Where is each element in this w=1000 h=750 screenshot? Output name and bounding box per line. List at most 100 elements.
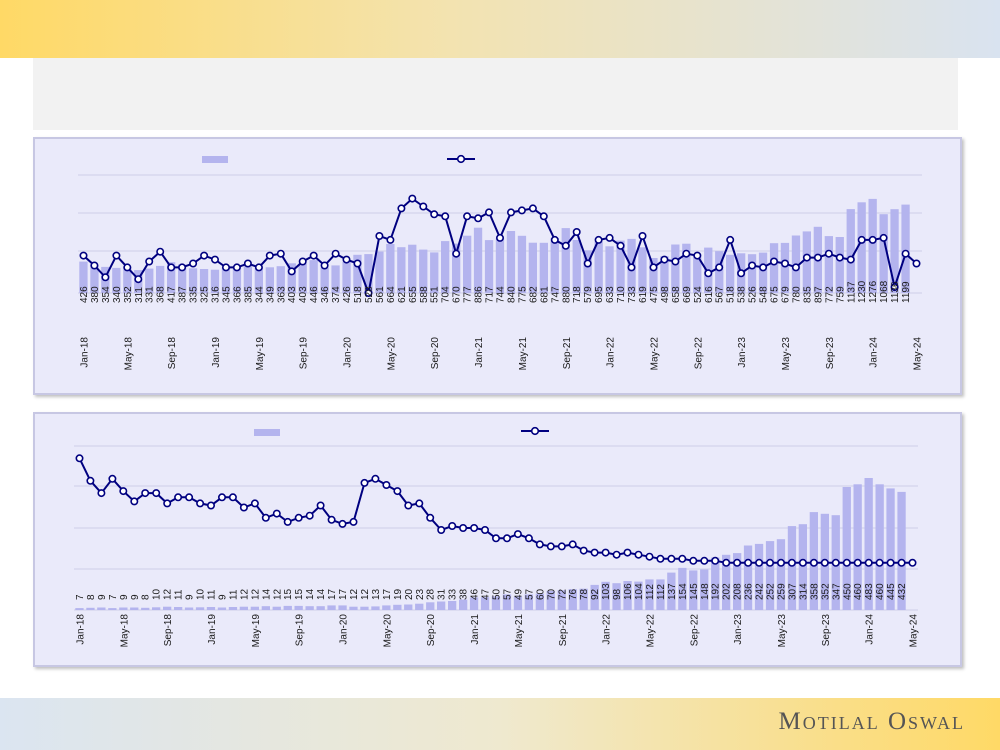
bar-value-label: 70: [546, 588, 557, 600]
bar-Apr-23: [765, 541, 775, 610]
bar-Sep-19: [294, 605, 303, 610]
x-axis-tick-label: Jan-22: [602, 614, 613, 645]
bar-value-label: 98: [612, 588, 623, 600]
bar-Jul-23: [798, 524, 807, 610]
line-point-Oct-23: [831, 558, 840, 567]
bar-Oct-18: [178, 264, 187, 293]
bar-value-label: 579: [583, 286, 594, 303]
line-point-Sep-23: [824, 249, 833, 258]
line-point-Jul-20: [408, 194, 417, 203]
bar-value-label: 335: [189, 286, 200, 303]
x-axis-tick-label: Sep-19: [299, 337, 310, 370]
x-axis-tick-label: Jan-22: [606, 337, 617, 368]
x-axis-tick-label: May-23: [777, 614, 788, 648]
line-point-Jun-22: [660, 255, 669, 264]
bar-Sep-21: [557, 590, 566, 610]
bar-value-label: 588: [419, 286, 430, 303]
x-axis-tick-label: Sep-21: [558, 614, 569, 647]
bar-value-label: 385: [243, 286, 254, 303]
bar-value-label: 744: [496, 286, 507, 303]
chart-panel-1: 426 380 354 340 352 311 331 368 417 387 335 325 316 3…: [33, 137, 962, 395]
line-point-Apr-21: [502, 534, 511, 543]
bar-value-label: 148: [700, 583, 711, 600]
line-point-Jul-19: [272, 509, 281, 518]
title-placeholder-box: [33, 58, 958, 130]
bar-Jul-20: [408, 244, 417, 293]
line-point-May-18: [119, 487, 128, 496]
x-axis-tick-label: Jan-21: [470, 614, 481, 645]
bar-Oct-19: [305, 606, 314, 610]
line-point-Feb-21: [484, 208, 493, 217]
bar-Mar-21: [495, 238, 505, 293]
line-point-Jun-18: [134, 275, 143, 284]
line-point-Dec-23: [857, 235, 866, 244]
bar-value-label: 710: [616, 286, 627, 303]
bar-Sep-20: [430, 252, 439, 293]
line-point-Apr-21: [506, 208, 515, 217]
bar-Aug-21: [550, 237, 559, 293]
bar-Jun-19: [261, 606, 270, 610]
bar-value-label: 548: [759, 286, 770, 303]
bar-value-label: 137: [667, 583, 678, 600]
bar-value-label: 897: [813, 286, 824, 303]
bar-value-label: 154: [678, 583, 689, 600]
line-point-Feb-20: [349, 517, 358, 526]
line-point-Jul-22: [671, 257, 680, 266]
x-axis-tick-label: Sep-19: [295, 614, 306, 647]
bar-Mar-18: [97, 607, 106, 610]
bar-Sep-22: [689, 570, 698, 610]
bar-Dec-20: [463, 235, 472, 293]
bar-value-label: 236: [744, 583, 755, 600]
line-point-Sep-23: [820, 558, 829, 567]
line-point-Apr-22: [638, 232, 647, 241]
line-point-Oct-20: [441, 212, 450, 221]
line-point-Apr-18: [112, 251, 121, 260]
bar-Jul-18: [141, 607, 150, 610]
line-point-Jun-18: [130, 497, 139, 506]
bar-value-label: 374: [331, 286, 342, 303]
line-point-May-22: [649, 263, 658, 272]
bar-value-label: 446: [309, 286, 320, 303]
bar-value-label: 717: [485, 286, 496, 303]
line-point-Jul-23: [798, 558, 807, 567]
bar-value-label: 403: [287, 286, 298, 303]
line-point-Dec-19: [331, 249, 340, 258]
bar-value-label: 17: [338, 588, 349, 600]
bar-value-label: 10: [196, 588, 207, 600]
bar-Nov-20: [452, 243, 461, 293]
line-point-Jan-19: [207, 501, 216, 510]
x-axis-tick-label: Sep-20: [430, 337, 441, 370]
bar-value-label: 8: [141, 594, 152, 600]
line-point-Mar-21: [495, 233, 504, 242]
line-point-Aug-19: [287, 267, 296, 276]
line-point-Dec-23: [853, 558, 862, 567]
bar-value-label: 46: [470, 588, 481, 600]
line-point-Feb-18: [90, 261, 99, 270]
bar-Aug-19: [283, 605, 292, 610]
line-point-Jan-20: [342, 255, 351, 264]
bar-Apr-23: [769, 243, 779, 293]
bar-value-label: 202: [722, 583, 733, 600]
bar-value-label: 11: [228, 589, 239, 600]
bar-May-18: [119, 607, 128, 610]
bar-Nov-19: [320, 267, 329, 293]
line-point-Jun-20: [393, 487, 402, 496]
line-point-Feb-24: [875, 558, 884, 567]
bar-value-label: 363: [276, 286, 287, 303]
bar-value-label: 9: [119, 594, 130, 600]
bar-value-label: 325: [200, 286, 211, 303]
line-point-Jun-23: [791, 263, 800, 272]
bar-value-label: 7: [108, 594, 119, 600]
line-point-Dec-22: [722, 558, 731, 567]
bar-Sep-21: [561, 228, 570, 293]
line-point-Apr-20: [371, 474, 380, 483]
bar-value-label: 445: [886, 583, 897, 600]
line-point-Oct-18: [178, 263, 187, 272]
x-axis-tick-label: Sep-23: [825, 337, 836, 370]
line-point-Jun-23: [787, 558, 796, 567]
bar-value-label: 15: [294, 588, 305, 600]
line-point-Oct-18: [174, 493, 183, 502]
line-point-Aug-23: [809, 558, 818, 567]
bar-value-label: 777: [463, 286, 474, 303]
bar-Nov-19: [316, 606, 325, 610]
